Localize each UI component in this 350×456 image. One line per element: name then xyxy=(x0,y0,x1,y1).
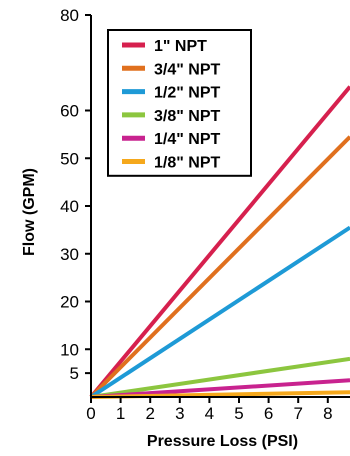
y-tick-label: 50 xyxy=(60,149,79,168)
x-tick-label: 0 xyxy=(86,404,95,423)
x-tick-label: 2 xyxy=(145,404,154,423)
series-line-3 xyxy=(90,356,350,399)
legend: 1" NPT 3/4" NPT 1/2" NPT 3/8" NPT 1/4" NPT 1/… xyxy=(107,29,252,177)
y-tick-label: 40 xyxy=(60,197,79,216)
series-line-0 xyxy=(89,85,350,399)
legend-label-5: 1/8" NPT xyxy=(154,155,221,172)
axes-layer: 5 10 20 30 40 50 60 80 0 1 2 3 4 5 6 7 8 xyxy=(60,6,350,423)
x-tick-label: 3 xyxy=(175,404,184,423)
legend-label-4: 1/4" NPT xyxy=(154,131,221,148)
y-tick-label: 10 xyxy=(60,340,79,359)
x-tick-label: 6 xyxy=(264,404,273,423)
x-tick-label: 8 xyxy=(323,404,332,423)
x-tick-label: 4 xyxy=(205,404,214,423)
y-tick-label: 80 xyxy=(60,6,79,25)
series-line-2 xyxy=(89,225,350,399)
x-tick-label: 1 xyxy=(116,404,125,423)
y-axis-title: Flow (GPM) xyxy=(21,168,38,256)
legend-label-3: 3/8" NPT xyxy=(154,108,221,125)
x-tick-label: 5 xyxy=(234,404,243,423)
legend-label-0: 1" NPT xyxy=(154,38,207,55)
y-tick-label: 20 xyxy=(60,293,79,312)
x-axis-title: Pressure Loss (PSI) xyxy=(147,433,298,450)
y-tick-label: 30 xyxy=(60,245,79,264)
legend-label-2: 1/2" NPT xyxy=(154,85,221,102)
legend-label-1: 3/4" NPT xyxy=(154,61,221,78)
x-tick-label: 7 xyxy=(293,404,302,423)
y-tick-label: 5 xyxy=(70,364,79,383)
y-tick-label: 60 xyxy=(60,102,79,121)
legend-box xyxy=(107,29,252,177)
series-line-1 xyxy=(89,135,350,399)
